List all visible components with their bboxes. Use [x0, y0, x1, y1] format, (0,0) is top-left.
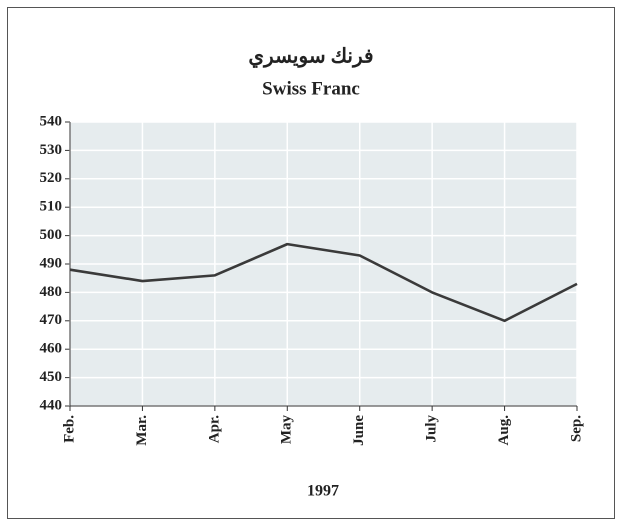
chart-subtitle: Swiss Franc: [262, 78, 360, 99]
line-series: [69, 242, 578, 323]
y-tick-label: 490: [40, 255, 63, 271]
y-tick-label: 500: [40, 227, 63, 243]
y-tick-label: 480: [40, 284, 63, 300]
x-tick-label: Aug.: [496, 415, 512, 446]
x-tick-label: Apr.: [206, 415, 222, 443]
chart-title: فرنك سويسري: [248, 46, 373, 69]
x-tick-label: May: [279, 415, 295, 445]
x-axis-label: 1997: [307, 483, 339, 500]
x-tick-label: July: [424, 415, 440, 443]
x-tick-label: June: [351, 415, 367, 446]
y-tick-label: 470: [40, 312, 63, 328]
x-tick-label: Sep.: [568, 415, 584, 442]
y-tick-label: 450: [40, 369, 63, 385]
x-tick-label: Feb.: [61, 415, 77, 443]
y-tick-label: 530: [40, 142, 63, 158]
y-tick-label: 540: [40, 113, 63, 129]
x-tick-label: Mar.: [134, 415, 150, 446]
y-tick-label: 440: [40, 397, 63, 413]
y-tick-label: 510: [40, 199, 63, 215]
y-tick-label: 460: [40, 341, 63, 357]
y-tick-label: 520: [40, 170, 63, 186]
